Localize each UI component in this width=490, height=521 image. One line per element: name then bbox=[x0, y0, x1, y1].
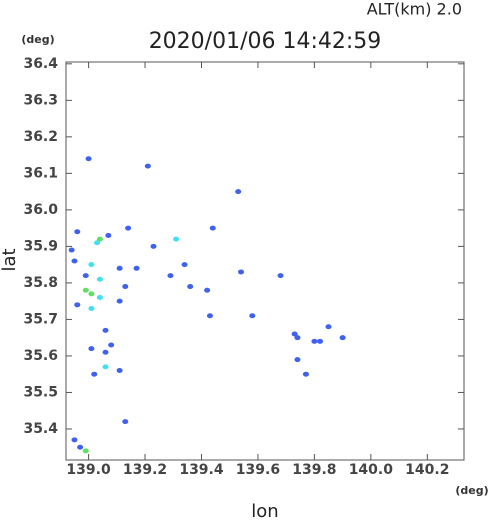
echo-point bbox=[85, 156, 92, 162]
echo-point bbox=[122, 284, 129, 290]
echo-point bbox=[249, 313, 256, 319]
y-tick-label: 36.1 bbox=[23, 165, 58, 181]
echo-point bbox=[71, 258, 78, 264]
y-tick-label: 36.4 bbox=[23, 56, 58, 72]
chart-subtitle: ALT(km) 2.0 bbox=[367, 0, 462, 19]
echo-point bbox=[102, 364, 109, 370]
echo-point bbox=[317, 338, 324, 344]
echo-point bbox=[102, 327, 109, 333]
echo-point bbox=[96, 295, 103, 301]
y-tick-label: 36.2 bbox=[23, 129, 58, 145]
y-tick-label: 35.5 bbox=[23, 384, 58, 400]
echo-point bbox=[206, 313, 213, 319]
x-unit: (deg) bbox=[455, 484, 488, 497]
echo-point bbox=[122, 419, 129, 425]
y-axis-label: lat bbox=[0, 248, 20, 271]
echo-point bbox=[116, 298, 123, 304]
echo-point bbox=[325, 324, 332, 330]
echo-point bbox=[294, 335, 301, 341]
echo-point bbox=[68, 247, 75, 253]
echo-point bbox=[181, 262, 188, 268]
echo-point bbox=[77, 444, 84, 450]
y-tick-label: 36.3 bbox=[23, 92, 58, 108]
plot-frame bbox=[65, 61, 465, 461]
x-tick-label: 139.8 bbox=[292, 462, 336, 478]
y-tick-label: 36.0 bbox=[23, 202, 58, 218]
x-axis-label: lon bbox=[251, 501, 278, 521]
echo-point bbox=[82, 287, 89, 293]
echo-point bbox=[173, 236, 180, 242]
echo-point bbox=[94, 240, 101, 246]
y-tick-label: 35.9 bbox=[23, 238, 58, 254]
echo-point bbox=[74, 302, 81, 308]
x-tick-label: 140.2 bbox=[405, 462, 449, 478]
echo-point bbox=[96, 236, 103, 242]
echo-point bbox=[91, 371, 98, 377]
echo-point bbox=[105, 232, 112, 238]
x-tick-label: 140.0 bbox=[349, 462, 394, 478]
echo-point bbox=[167, 273, 174, 279]
y-tick-label: 35.6 bbox=[23, 348, 58, 364]
echo-point bbox=[116, 265, 123, 271]
echo-point bbox=[150, 243, 157, 249]
echo-point bbox=[88, 262, 95, 268]
echo-point bbox=[102, 349, 109, 355]
echo-point bbox=[291, 331, 298, 337]
y-tick-label: 35.7 bbox=[23, 311, 58, 327]
echo-point bbox=[144, 163, 151, 169]
echo-point bbox=[277, 273, 284, 279]
echo-point bbox=[339, 335, 346, 341]
echo-point bbox=[82, 448, 89, 454]
y-tick-label: 35.8 bbox=[23, 275, 58, 291]
echo-point bbox=[311, 338, 318, 344]
echo-point bbox=[71, 437, 78, 443]
echo-point bbox=[88, 291, 95, 297]
echo-point bbox=[82, 273, 89, 279]
echo-point bbox=[187, 284, 194, 290]
x-tick-label: 139.2 bbox=[123, 462, 167, 478]
x-tick-label: 139.6 bbox=[236, 462, 280, 478]
echo-point bbox=[294, 357, 301, 363]
chart-title: 2020/01/06 14:42:59 bbox=[149, 29, 382, 54]
echo-point bbox=[125, 225, 132, 231]
echo-point bbox=[96, 276, 103, 282]
echo-point bbox=[108, 342, 115, 348]
echo-point bbox=[302, 371, 309, 377]
echo-point bbox=[74, 229, 81, 235]
echo-point bbox=[88, 305, 95, 311]
echo-point bbox=[133, 265, 140, 271]
y-tick-label: 35.4 bbox=[23, 421, 58, 437]
y-unit: (deg) bbox=[21, 33, 54, 46]
echo-point bbox=[88, 346, 95, 352]
echo-point bbox=[235, 189, 242, 195]
x-tick-label: 139.0 bbox=[66, 462, 111, 478]
echo-point bbox=[238, 269, 245, 275]
echo-point bbox=[204, 287, 211, 293]
x-tick-label: 139.4 bbox=[179, 462, 224, 478]
echo-point bbox=[209, 225, 216, 231]
echo-point bbox=[116, 368, 123, 374]
